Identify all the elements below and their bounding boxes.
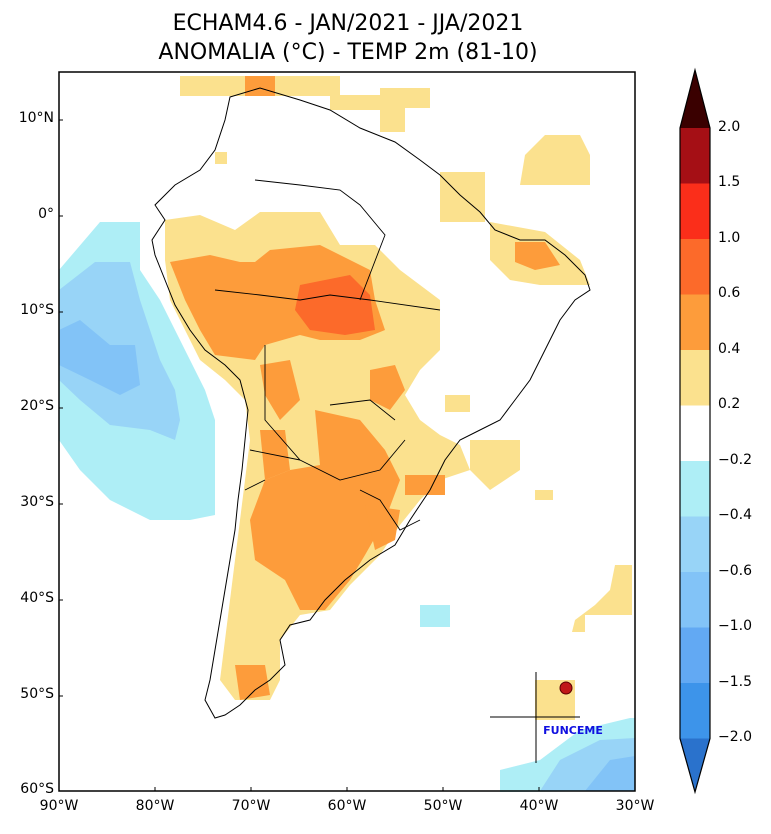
lat-tick-label: 30°S (20, 494, 54, 510)
lon-tick-label: 30°W (615, 798, 655, 814)
lon-tick-label: 40°W (519, 798, 559, 814)
colorbar-label: −0.6 (718, 563, 752, 579)
colorbar-bin-m1-0-m0-6 (680, 572, 710, 628)
lat-tick-label: 40°S (20, 590, 54, 606)
colorbar-bin-0-2-0-4 (680, 350, 710, 406)
lat-tick-label: 10°S (20, 302, 54, 318)
lat-tick-label: 20°S (20, 398, 54, 414)
map-title-line-1: ECHAM4.6 - JAN/2021 - JJA/2021 (172, 11, 524, 36)
colorbar-label: 0.4 (718, 341, 741, 357)
colorbar (679, 67, 711, 795)
lon-tick-label: 90°W (39, 798, 79, 814)
lat-tick-label: 60°S (20, 781, 54, 797)
warm-anomaly (165, 76, 632, 720)
colorbar-label: −2.0 (718, 729, 752, 745)
south-atlantic-cold-anomaly (420, 605, 635, 792)
colorbar-bin-0-4-0-6 (680, 294, 710, 350)
funceme-logo-text: FUNCEME (543, 724, 603, 737)
colorbar-under-arrow (680, 738, 710, 792)
colorbar-label: 2.0 (718, 119, 741, 135)
colorbar-bin-m0-6-m0-4 (680, 516, 710, 572)
lat-tick-label: 10°N (18, 110, 54, 126)
colorbar-label: −0.4 (718, 507, 752, 523)
colorbar-over-arrow (680, 70, 710, 128)
colorbar-label: −1.0 (718, 618, 752, 634)
lat-tick-label: 0° (38, 206, 54, 222)
colorbar-label: −0.2 (718, 452, 752, 468)
colorbar-bin-m0-4-m0-2 (680, 461, 710, 517)
colorbar-bin-m2-0-m1-5 (680, 683, 710, 739)
colorbar-label: 0.6 (718, 285, 741, 301)
country-borders (214, 179, 441, 531)
lon-tick-label: 50°W (423, 798, 463, 814)
map-title-line-2: ANOMALIA (°C) - TEMP 2m (81-10) (158, 40, 538, 65)
south-america-coastline (151, 87, 591, 719)
colorbar-bin-0-6-1-0 (680, 239, 710, 295)
colorbar-bin-neutral (680, 405, 710, 461)
colorbar-bin-m1-5-m1-0 (680, 627, 710, 683)
funceme-logo: FUNCEME (490, 672, 603, 763)
lat-tick-label: 50°S (20, 686, 54, 702)
colorbar-label: −1.5 (718, 674, 752, 690)
colorbar-bin-1-0-1-5 (680, 183, 710, 239)
lon-tick-label: 60°W (327, 798, 367, 814)
lon-tick-label: 80°W (135, 798, 175, 814)
colorbar-bin-1-5-2-0 (680, 128, 710, 184)
colorbar-label: 1.5 (718, 174, 741, 190)
map-panel: FUNCEME (58, 71, 636, 792)
lon-tick-label: 70°W (231, 798, 271, 814)
colorbar-label: 1.0 (718, 230, 741, 246)
pacific-cold-anomaly (59, 222, 215, 520)
colorbar-label: 0.2 (718, 396, 741, 412)
axis-ticks (59, 119, 540, 791)
